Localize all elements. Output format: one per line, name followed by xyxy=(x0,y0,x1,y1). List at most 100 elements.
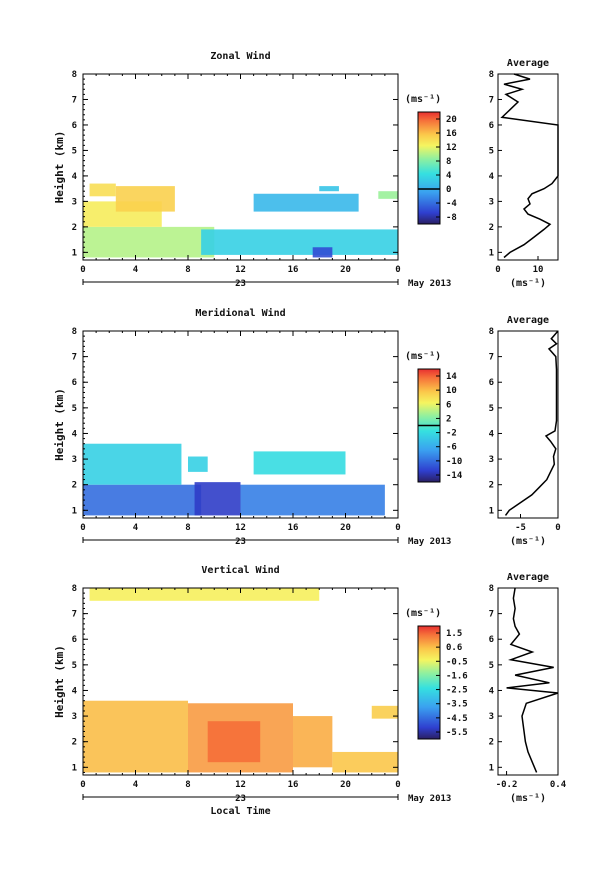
colorbar-tick-label: 0.6 xyxy=(446,643,462,653)
colorbar-tick-label: 4 xyxy=(446,171,452,181)
heatmap-region xyxy=(83,484,202,516)
y-tick-label: 1 xyxy=(72,506,77,516)
y-tick-label: 8 xyxy=(72,327,77,337)
heatmap-cells xyxy=(83,183,398,258)
heatmap-region xyxy=(83,443,182,485)
average-y-tick-label: 7 xyxy=(489,95,494,105)
day-label: 23 xyxy=(235,279,246,289)
colorbar-tick-label: -8 xyxy=(446,213,457,223)
x-tick-label: 12 xyxy=(235,523,246,533)
x-tick-label: 4 xyxy=(133,265,139,275)
y-tick-label: 8 xyxy=(72,70,77,80)
y-tick-label: 4 xyxy=(72,429,78,439)
colorbar-tick-label: 6 xyxy=(446,400,451,410)
average-y-tick-label: 5 xyxy=(489,404,494,414)
y-tick-label: 7 xyxy=(72,95,77,105)
y-tick-label: 5 xyxy=(72,404,77,414)
month-label: May 2013 xyxy=(408,537,451,547)
panel-title: Vertical Wind xyxy=(201,564,279,576)
y-tick-label: 4 xyxy=(72,172,78,182)
x-tick-label: 12 xyxy=(235,780,246,790)
y-tick-label: 7 xyxy=(72,610,77,620)
average-x-tick-label: 0.4 xyxy=(550,780,567,790)
average-y-tick-label: 7 xyxy=(489,353,494,363)
average-y-tick-label: 8 xyxy=(489,584,494,594)
heatmap-region xyxy=(89,183,116,197)
x-tick-label: 8 xyxy=(185,265,190,275)
y-axis-label: Height (km) xyxy=(53,388,66,461)
average-y-tick-label: 3 xyxy=(489,712,494,722)
average-profile-line xyxy=(506,587,559,773)
y-tick-label: 5 xyxy=(72,661,77,671)
colorbar-tick-label: 10 xyxy=(446,386,457,396)
x-tick-label: 16 xyxy=(288,265,299,275)
colorbar-unit: (ms⁻¹) xyxy=(405,351,441,362)
y-tick-label: 7 xyxy=(72,353,77,363)
colorbar-tick-label: -0.5 xyxy=(446,657,468,667)
heatmap-region xyxy=(201,229,398,255)
colorbar-tick-label: 0 xyxy=(446,185,451,195)
average-y-tick-label: 2 xyxy=(489,738,494,748)
y-tick-label: 5 xyxy=(72,146,77,156)
average-x-tick-label: 10 xyxy=(533,265,544,275)
heatmap-region xyxy=(312,247,333,258)
average-x-label: (ms⁻¹) xyxy=(510,536,546,547)
average-y-tick-label: 3 xyxy=(489,197,494,207)
month-label: May 2013 xyxy=(408,279,451,289)
average-y-tick-label: 7 xyxy=(489,610,494,620)
x-tick-label: 0 xyxy=(395,523,400,533)
average-y-tick-label: 8 xyxy=(489,327,494,337)
heatmap-region xyxy=(115,186,175,212)
average-axes-frame xyxy=(497,73,559,261)
x-tick-label: 16 xyxy=(288,523,299,533)
x-tick-label: 8 xyxy=(185,780,190,790)
y-tick-label: 1 xyxy=(72,248,77,258)
colorbar-tick-label: -2 xyxy=(446,429,457,439)
colorbar-tick-label: 8 xyxy=(446,157,451,167)
average-y-tick-label: 6 xyxy=(489,121,494,131)
y-tick-label: 3 xyxy=(72,455,77,465)
colorbar-tick-label: 14 xyxy=(446,372,457,382)
heatmap-region xyxy=(332,751,398,773)
x-tick-label: 20 xyxy=(340,265,351,275)
average-axes-frame xyxy=(497,587,559,776)
average-y-tick-label: 8 xyxy=(489,70,494,80)
average-y-tick-label: 5 xyxy=(489,661,494,671)
y-tick-label: 2 xyxy=(72,481,77,491)
average-y-tick-label: 2 xyxy=(489,481,494,491)
colorbar-unit: (ms⁻¹) xyxy=(405,94,441,105)
x-axis-label: Local Time xyxy=(210,805,270,817)
heatmap-cells xyxy=(83,588,398,773)
colorbar-tick-label: -10 xyxy=(446,457,462,467)
y-tick-label: 1 xyxy=(72,763,77,773)
heatmap-region xyxy=(293,716,333,768)
colorbar-tick-label: 1.5 xyxy=(446,629,462,639)
x-tick-label: 20 xyxy=(340,523,351,533)
x-tick-label: 0 xyxy=(395,265,400,275)
heatmap-region xyxy=(188,456,208,472)
colorbar-tick-label: -3.5 xyxy=(446,700,468,710)
average-x-label: (ms⁻¹) xyxy=(510,278,546,289)
y-tick-label: 6 xyxy=(72,121,77,131)
average-y-tick-label: 2 xyxy=(489,223,494,233)
heatmap-region xyxy=(371,705,398,719)
x-tick-label: 4 xyxy=(133,780,139,790)
heatmap-region xyxy=(378,191,398,199)
heatmap-region xyxy=(253,193,359,212)
month-label: May 2013 xyxy=(408,794,451,804)
colorbar-unit: (ms⁻¹) xyxy=(405,608,441,619)
heatmap-region xyxy=(89,588,320,601)
average-y-tick-label: 1 xyxy=(489,763,494,773)
y-tick-label: 3 xyxy=(72,197,77,207)
average-title: Average xyxy=(507,572,549,583)
average-x-tick-label: 0 xyxy=(555,523,560,533)
x-tick-label: 20 xyxy=(340,780,351,790)
average-title: Average xyxy=(507,58,549,69)
panel-title: Zonal Wind xyxy=(210,50,270,62)
day-label: 23 xyxy=(235,537,246,547)
y-tick-label: 8 xyxy=(72,584,77,594)
colorbar-tick-label: -5.5 xyxy=(446,728,468,738)
